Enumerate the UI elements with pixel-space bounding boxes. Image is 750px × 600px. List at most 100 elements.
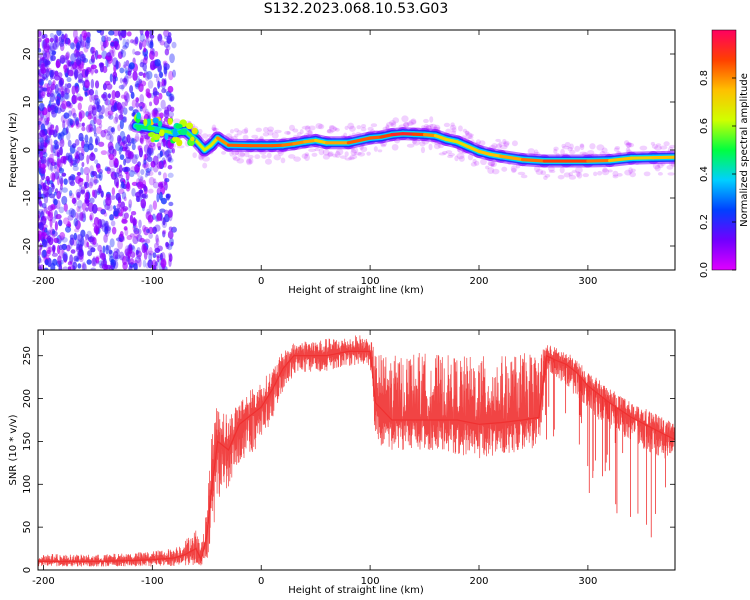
- noise-blob: [51, 50, 56, 56]
- noise-blob: [74, 117, 80, 126]
- noise-blob: [49, 37, 54, 43]
- ridge-fragment: [143, 118, 148, 127]
- noise-blob: [71, 174, 76, 181]
- noise-blob: [89, 119, 95, 127]
- haze-blob: [242, 134, 249, 141]
- noise-blob: [110, 171, 114, 177]
- noise-blob: [89, 94, 93, 103]
- noise-blob: [54, 221, 58, 231]
- spectrogram-y-label: Frequency (Hz): [8, 112, 19, 188]
- haze-blob: [569, 143, 574, 150]
- noise-blob: [59, 95, 64, 101]
- noise-blob: [38, 191, 42, 199]
- haze-blob: [286, 131, 291, 135]
- noise-blob: [61, 195, 68, 205]
- ridge-fragment: [185, 122, 194, 130]
- haze-blob: [614, 145, 621, 150]
- noise-blob: [103, 234, 108, 243]
- noise-blob: [46, 104, 51, 111]
- haze-blob: [663, 141, 670, 147]
- noise-blob: [54, 83, 59, 94]
- haze-blob: [639, 145, 648, 151]
- noise-blob: [141, 49, 147, 57]
- haze-blob: [264, 158, 272, 165]
- haze-blob: [625, 142, 633, 148]
- noise-blob: [142, 245, 148, 253]
- noise-blob: [152, 213, 156, 220]
- noise-blob: [114, 172, 120, 178]
- haze-blob: [458, 155, 465, 162]
- noise-blob: [109, 214, 115, 221]
- noise-blob: [90, 54, 95, 63]
- noise-blob: [131, 188, 136, 197]
- noise-blob: [91, 106, 97, 116]
- haze-blob: [667, 172, 675, 176]
- noise-blob: [46, 249, 51, 254]
- noise-blob: [39, 136, 45, 145]
- noise-blob: [67, 139, 72, 148]
- noise-blob: [53, 198, 58, 206]
- haze-blob: [360, 123, 367, 129]
- noise-blob: [38, 40, 41, 50]
- noise-blob: [78, 63, 85, 72]
- noise-blob: [137, 189, 144, 195]
- noise-blob: [105, 133, 112, 141]
- haze-blob: [480, 158, 487, 166]
- haze-blob: [443, 122, 451, 128]
- noise-blob: [162, 172, 167, 180]
- haze-blob: [236, 158, 245, 164]
- noise-blob: [56, 175, 60, 186]
- noise-blob: [148, 204, 153, 213]
- noise-blob: [120, 48, 124, 55]
- noise-blob: [66, 59, 70, 70]
- spectrogram-x-tick-label: -100: [141, 276, 164, 287]
- noise-blob: [153, 107, 158, 115]
- haze-blob: [462, 128, 468, 133]
- noise-blob: [83, 32, 87, 39]
- colorbar-tick-label: 0.6: [699, 118, 710, 134]
- haze-blob: [288, 154, 296, 159]
- noise-blob: [117, 239, 123, 250]
- haze-blob: [307, 129, 312, 136]
- noise-blob: [38, 255, 42, 264]
- noise-blob: [125, 171, 130, 181]
- noise-blob: [158, 92, 163, 100]
- noise-blob: [90, 78, 95, 89]
- noise-blob: [138, 219, 142, 229]
- noise-blob: [94, 80, 100, 89]
- noise-blob: [152, 142, 156, 151]
- noise-blob: [59, 138, 65, 148]
- noise-blob: [44, 240, 48, 248]
- noise-blob: [67, 39, 71, 46]
- noise-blob: [63, 178, 68, 185]
- noise-blob: [140, 198, 147, 209]
- haze-blob: [623, 140, 630, 146]
- noise-blob: [39, 94, 45, 99]
- haze-blob: [643, 171, 651, 177]
- haze-blob: [239, 152, 245, 157]
- noise-blob: [95, 255, 101, 260]
- ridge-fragment: [191, 127, 198, 135]
- noise-blob: [148, 232, 153, 239]
- snr-y-tick-label: 50: [22, 521, 33, 534]
- haze-blob: [251, 134, 259, 139]
- haze-blob: [246, 158, 252, 164]
- noise-blob: [145, 37, 149, 47]
- haze-blob: [326, 129, 334, 134]
- haze-blob: [402, 121, 410, 128]
- noise-blob: [38, 78, 44, 86]
- noise-blob: [132, 71, 138, 81]
- noise-blob: [139, 105, 143, 112]
- colorbar: 0.0 0.2 0.4 0.6 0.8 Normalized spectral ampl…: [699, 29, 750, 278]
- noise-blob: [94, 159, 99, 165]
- noise-blob: [139, 135, 145, 145]
- noise-blob: [62, 251, 68, 262]
- haze-blob: [487, 167, 495, 174]
- haze-blob: [579, 143, 585, 151]
- haze-blob: [327, 128, 332, 134]
- noise-blob: [156, 142, 162, 149]
- noise-blob: [80, 189, 86, 195]
- haze-blob: [386, 121, 394, 127]
- noise-blob: [144, 173, 148, 178]
